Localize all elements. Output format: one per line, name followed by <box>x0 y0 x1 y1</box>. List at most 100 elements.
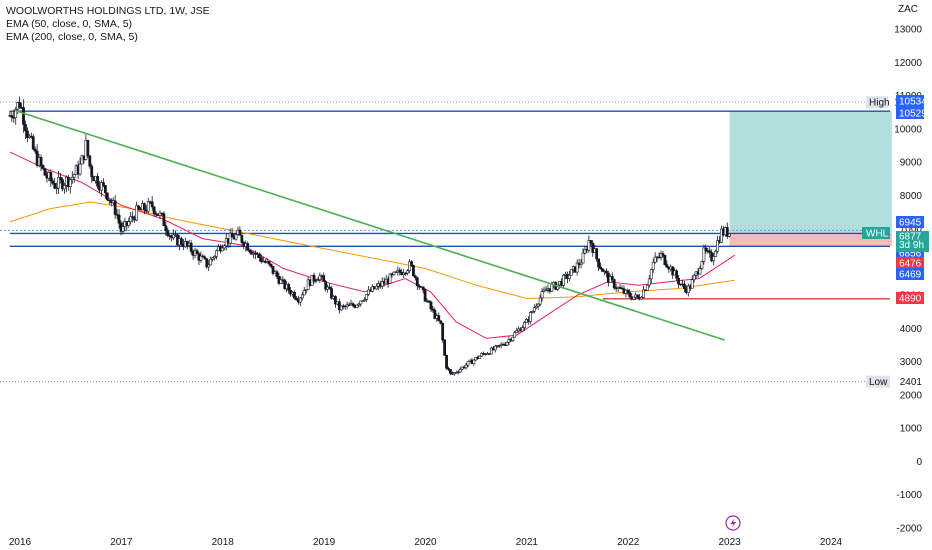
candle-body-54 <box>113 200 117 215</box>
candle-body-170 <box>339 305 343 311</box>
price-tag-10534 <box>896 95 924 107</box>
candle-body-135 <box>271 265 275 274</box>
candle-body-184 <box>367 289 370 295</box>
candle-body-230 <box>456 371 460 374</box>
candle-body-158 <box>316 279 320 282</box>
candle-body-12 <box>31 136 35 150</box>
candle-body-106 <box>215 250 218 257</box>
candle-body-222 <box>441 323 445 341</box>
candle-body-263 <box>521 327 524 332</box>
candle-body-179 <box>357 303 361 306</box>
candle-body-149 <box>298 297 302 303</box>
candle-body-183 <box>365 294 369 300</box>
candle-body-275 <box>544 289 548 292</box>
candle-body-242 <box>480 353 484 357</box>
candle-body-100 <box>203 256 207 259</box>
candle-body-174 <box>347 304 351 306</box>
candle-body-26 <box>59 177 62 180</box>
candle-body-165 <box>330 288 333 299</box>
candle-body-41 <box>88 155 92 167</box>
candle-body-318 <box>628 292 632 298</box>
candle-body-37 <box>80 155 84 165</box>
candle-body-333 <box>657 256 661 259</box>
candle-body-354 <box>698 268 702 275</box>
candle-body-110 <box>222 245 226 249</box>
candle-body-335 <box>661 253 665 256</box>
candle-body-215 <box>427 300 431 303</box>
y-tick-14: -1000 <box>896 490 922 501</box>
candle-body-56 <box>117 214 121 224</box>
candle-body-152 <box>304 289 308 291</box>
candle-body-273 <box>540 291 544 299</box>
candle-body-309 <box>610 276 614 280</box>
candle-body-164 <box>328 286 331 289</box>
candle-body-249 <box>493 345 497 351</box>
candle-body-269 <box>532 307 536 312</box>
lightning-icon-bolt <box>730 518 736 528</box>
candle-body-301 <box>595 248 599 260</box>
candle-body-365 <box>720 228 723 243</box>
candle-body-295 <box>583 249 587 254</box>
candle-body-1 <box>10 115 14 118</box>
high-label: High <box>869 98 890 109</box>
candle-body-267 <box>528 312 532 322</box>
candle-body-200 <box>398 269 402 273</box>
candle-body-195 <box>388 273 392 284</box>
candle-body-207 <box>412 265 415 277</box>
candle-body-102 <box>207 264 211 268</box>
candle-body-45 <box>96 176 99 187</box>
candle-body-212 <box>421 286 425 291</box>
candle-body-47 <box>100 182 103 191</box>
candle-body-302 <box>597 258 601 268</box>
low-tag-bg <box>866 375 890 388</box>
candle-body-359 <box>708 250 712 253</box>
candle-body-362 <box>714 250 717 257</box>
candle-body-51 <box>107 199 111 202</box>
candle-body-330 <box>651 261 655 270</box>
candle-body-218 <box>433 310 437 319</box>
candle-body-350 <box>690 279 694 289</box>
x-tick-2024: 2024 <box>820 537 843 548</box>
candle-body-356 <box>702 247 706 262</box>
candle-body-293 <box>579 262 583 265</box>
candle-body-25 <box>57 177 61 189</box>
y-tick-1: 12000 <box>894 58 922 69</box>
candle-body-204 <box>406 270 409 274</box>
candle-body-146 <box>293 291 296 299</box>
x-tick-2023: 2023 <box>719 537 742 548</box>
candle-body-128 <box>258 253 261 259</box>
candle-body-28 <box>63 185 66 190</box>
candle-body-167 <box>334 296 337 305</box>
candle-body-320 <box>632 296 636 300</box>
candle-body-36 <box>78 163 82 175</box>
candle-body-74 <box>152 206 156 214</box>
candle-body-137 <box>275 271 279 277</box>
candle-body-161 <box>322 275 326 282</box>
candle-body-77 <box>158 212 162 216</box>
symbol-tag <box>862 227 890 239</box>
price-tag-text-4890: 4890 <box>899 294 922 305</box>
candle-body-88 <box>180 238 183 245</box>
candle-body-79 <box>162 213 166 227</box>
candle-body-159 <box>318 275 322 281</box>
candle-body-255 <box>505 341 509 346</box>
candle-body-49 <box>103 185 107 194</box>
candle-body-357 <box>704 247 708 252</box>
candle-body-291 <box>575 262 579 273</box>
price-tag-text-6945: 6945 <box>899 218 922 229</box>
y-tick-10: 3000 <box>900 357 923 368</box>
candle-body-31 <box>68 179 72 187</box>
candle-body-50 <box>105 192 109 201</box>
candle-body-355 <box>700 261 704 269</box>
candle-body-123 <box>248 250 252 253</box>
candle-body-251 <box>497 345 501 347</box>
candle-body-287 <box>567 274 571 279</box>
high-tag-bg <box>866 96 888 109</box>
candle-body-343 <box>677 277 680 285</box>
candle-body-348 <box>686 285 690 293</box>
candle-body-109 <box>220 247 224 252</box>
price-tag-text-6469: 6469 <box>899 270 922 281</box>
candle-body-147 <box>295 297 298 301</box>
